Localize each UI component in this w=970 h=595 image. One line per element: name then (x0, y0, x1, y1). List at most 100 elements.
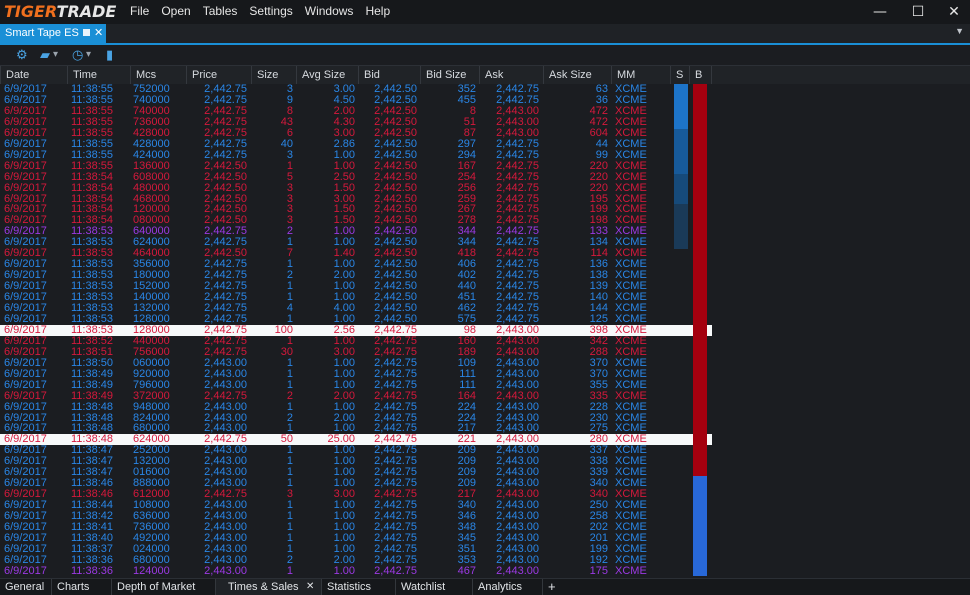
menu-windows[interactable]: Windows (304, 4, 354, 18)
table-row[interactable]: 6/9/2017 11:38:53 640000 2,442.75 2 1.00 2,442… (0, 226, 970, 237)
col-bid-size[interactable]: Bid Size (420, 66, 479, 84)
trash-icon[interactable]: ▮ (106, 47, 114, 62)
table-row[interactable]: 6/9/2017 11:38:55 424000 2,442.75 3 1.00 2,442… (0, 150, 970, 161)
tab-statistics[interactable]: Statistics (322, 579, 396, 595)
table-row[interactable]: 6/9/2017 11:38:53 356000 2,442.75 1 1.00 2,442… (0, 259, 970, 270)
add-tab-button[interactable]: + (548, 579, 556, 594)
table-row[interactable]: 6/9/2017 11:38:53 180000 2,442.75 2 2.00 2,442… (0, 270, 970, 281)
table-row[interactable]: 6/9/2017 11:38:46 888000 2,443.00 1 1.00 2,442… (0, 478, 970, 489)
tab-depth-of-market[interactable]: Depth of Market (112, 579, 216, 595)
table-row[interactable]: 6/9/2017 11:38:55 428000 2,442.75 6 3.00 2,442… (0, 128, 970, 139)
table-row[interactable]: 6/9/2017 11:38:48 624000 2,442.75 50 25.00 2,4… (0, 434, 970, 446)
clock-icon[interactable]: ◷ (72, 47, 84, 62)
tab-times-and-sales[interactable]: Times & Sales ✕ (216, 579, 322, 595)
maximize-button[interactable]: ☐ (911, 4, 925, 20)
table-row[interactable]: 6/9/2017 11:38:55 752000 2,442.75 3 3.00 2,442… (0, 84, 970, 95)
ask-size-cell: 337 (589, 445, 608, 457)
table-row[interactable]: 6/9/2017 11:38:54 080000 2,442.50 3 1.50 2,442… (0, 215, 970, 226)
tab-analytics[interactable]: Analytics (473, 579, 543, 595)
table-row[interactable]: 6/9/2017 11:38:53 140000 2,442.75 1 1.00 2,442… (0, 292, 970, 303)
bid-size-cell: 209 (457, 445, 476, 457)
tab-charts[interactable]: Charts (52, 579, 112, 595)
col-avg-size[interactable]: Avg Size (296, 66, 358, 84)
tab-overflow-icon[interactable]: ▼ (955, 26, 964, 36)
table-row[interactable]: 6/9/2017 11:38:54 608000 2,442.50 5 2.50 2,442… (0, 172, 970, 183)
menu-help[interactable]: Help (365, 4, 391, 18)
table-row[interactable]: 6/9/2017 11:38:50 060000 2,443.00 1 1.00 2,442… (0, 358, 970, 369)
bid-cell: 2,442.50 (374, 292, 417, 304)
ask-size-cell: 280 (589, 434, 608, 446)
minimize-button[interactable]: — (873, 4, 887, 20)
close-tab-icon[interactable]: ✕ (306, 581, 315, 592)
clock-dropdown-icon[interactable]: ▾ (86, 49, 92, 60)
col-size[interactable]: Size (251, 66, 296, 84)
table-row[interactable]: 6/9/2017 11:38:55 736000 2,442.75 43 4.30 2,44… (0, 117, 970, 128)
table-row[interactable]: 6/9/2017 11:38:55 740000 2,442.75 9 4.50 2,442… (0, 95, 970, 106)
table-row[interactable]: 6/9/2017 11:38:49 920000 2,443.00 1 1.00 2,442… (0, 369, 970, 380)
sell-pressure-bar (674, 129, 688, 174)
table-row[interactable]: 6/9/2017 11:38:48 680000 2,443.00 1 1.00 2,442… (0, 423, 970, 434)
table-row[interactable]: 6/9/2017 11:38:41 736000 2,443.00 1 1.00 2,442… (0, 522, 970, 533)
folder-dropdown-icon[interactable]: ▾ (53, 49, 59, 60)
date-cell: 6/9/2017 (4, 259, 47, 271)
menu-open[interactable]: Open (161, 4, 191, 18)
col-ask-size[interactable]: Ask Size (543, 66, 611, 84)
table-row[interactable]: 6/9/2017 11:38:53 128000 2,442.75 1 1.00 2,442… (0, 314, 970, 325)
table-row[interactable]: 6/9/2017 11:38:40 492000 2,443.00 1 1.00 2,442… (0, 533, 970, 544)
col-price[interactable]: Price (186, 66, 251, 84)
table-row[interactable]: 6/9/2017 11:38:51 756000 2,442.75 30 3.00 2,44… (0, 347, 970, 358)
table-row[interactable]: 6/9/2017 11:38:44 108000 2,443.00 1 1.00 2,442… (0, 500, 970, 511)
ask-size-cell: 144 (589, 303, 608, 314)
date-cell: 6/9/2017 (4, 138, 47, 150)
table-row[interactable]: 6/9/2017 11:38:52 440000 2,442.75 1 1.00 2,442… (0, 336, 970, 347)
table-row[interactable]: 6/9/2017 11:38:36 680000 2,443.00 2 2.00 2,442… (0, 555, 970, 566)
bid-cell: 2,442.75 (374, 434, 417, 446)
col-bid[interactable]: Bid (358, 66, 420, 84)
table-row[interactable]: 6/9/2017 11:38:47 016000 2,443.00 1 1.00 2,442… (0, 467, 970, 478)
table-row[interactable]: 6/9/2017 11:38:53 152000 2,442.75 1 1.00 2,442… (0, 281, 970, 292)
table-row[interactable]: 6/9/2017 11:38:53 132000 2,442.75 4 4.00 2,442… (0, 303, 970, 314)
table-row[interactable]: 6/9/2017 11:38:53 624000 2,442.75 1 1.00 2,442… (0, 237, 970, 248)
col-mcs[interactable]: Mcs (130, 66, 186, 84)
close-tab-icon[interactable]: ✕ (94, 27, 104, 39)
col-ask[interactable]: Ask (479, 66, 543, 84)
table-row[interactable]: 6/9/2017 11:38:49 796000 2,443.00 1 1.00 2,442… (0, 380, 970, 391)
tab-general[interactable]: General (0, 579, 52, 595)
size-cell: 1 (286, 511, 293, 523)
table-row[interactable]: 6/9/2017 11:38:48 824000 2,443.00 2 2.00 2,442… (0, 413, 970, 424)
menu-settings[interactable]: Settings (249, 4, 293, 18)
avg-size-cell: 1.00 (333, 532, 355, 544)
table-row[interactable]: 6/9/2017 11:38:54 468000 2,442.50 3 3.00 2,442… (0, 194, 970, 205)
col-time[interactable]: Time (67, 66, 130, 84)
sell-pressure-bar (674, 174, 688, 204)
table-row[interactable]: 6/9/2017 11:38:42 636000 2,443.00 1 1.00 2,442… (0, 511, 970, 522)
table-row[interactable]: 6/9/2017 11:38:36 124000 2,443.00 1 1.00 2,442… (0, 566, 970, 577)
table-row[interactable]: 6/9/2017 11:38:53 464000 2,442.50 7 1.40 2,442… (0, 248, 970, 259)
tab-smart-tape-es[interactable]: Smart Tape ES ✕ (0, 24, 106, 43)
close-button[interactable]: ✕ (948, 4, 960, 20)
col-b[interactable]: B (689, 66, 711, 84)
folder-icon[interactable]: ▰ (40, 47, 50, 62)
price-cell: 2,443.00 (204, 412, 247, 424)
table-row[interactable]: 6/9/2017 11:38:47 132000 2,443.00 1 1.00 2,442… (0, 456, 970, 467)
table-row[interactable]: 6/9/2017 11:38:55 740000 2,442.75 8 2.00 2,442… (0, 106, 970, 117)
gear-icon[interactable]: ⚙ (16, 47, 28, 62)
table-row[interactable]: 6/9/2017 11:38:46 612000 2,442.75 3 3.00 2,442… (0, 489, 970, 500)
table-row[interactable]: 6/9/2017 11:38:55 136000 2,442.50 1 1.00 2,442… (0, 161, 970, 172)
pin-icon[interactable] (83, 29, 90, 36)
bid-cell: 2,442.75 (374, 565, 417, 577)
menu-file[interactable]: File (130, 4, 150, 18)
table-row[interactable]: 6/9/2017 11:38:37 024000 2,443.00 1 1.00 2,442… (0, 544, 970, 555)
table-row[interactable]: 6/9/2017 11:38:53 128000 2,442.75 100 2.56 2,4… (0, 324, 970, 336)
col-mm[interactable]: MM (611, 66, 670, 84)
table-row[interactable]: 6/9/2017 11:38:49 372000 2,442.75 2 2.00 2,442… (0, 391, 970, 402)
table-row[interactable]: 6/9/2017 11:38:55 428000 2,442.75 40 2.86 2,44… (0, 139, 970, 150)
table-row[interactable]: 6/9/2017 11:38:47 252000 2,443.00 1 1.00 2,442… (0, 445, 970, 456)
table-row[interactable]: 6/9/2017 11:38:54 120000 2,442.50 3 1.50 2,442… (0, 204, 970, 215)
menu-tables[interactable]: Tables (202, 4, 238, 18)
col-s[interactable]: S (670, 66, 689, 84)
col-date[interactable]: Date (0, 66, 67, 84)
tab-watchlist[interactable]: Watchlist (396, 579, 473, 595)
table-row[interactable]: 6/9/2017 11:38:48 948000 2,443.00 1 1.00 2,442… (0, 402, 970, 413)
table-row[interactable]: 6/9/2017 11:38:54 480000 2,442.50 3 1.50 2,442… (0, 183, 970, 194)
